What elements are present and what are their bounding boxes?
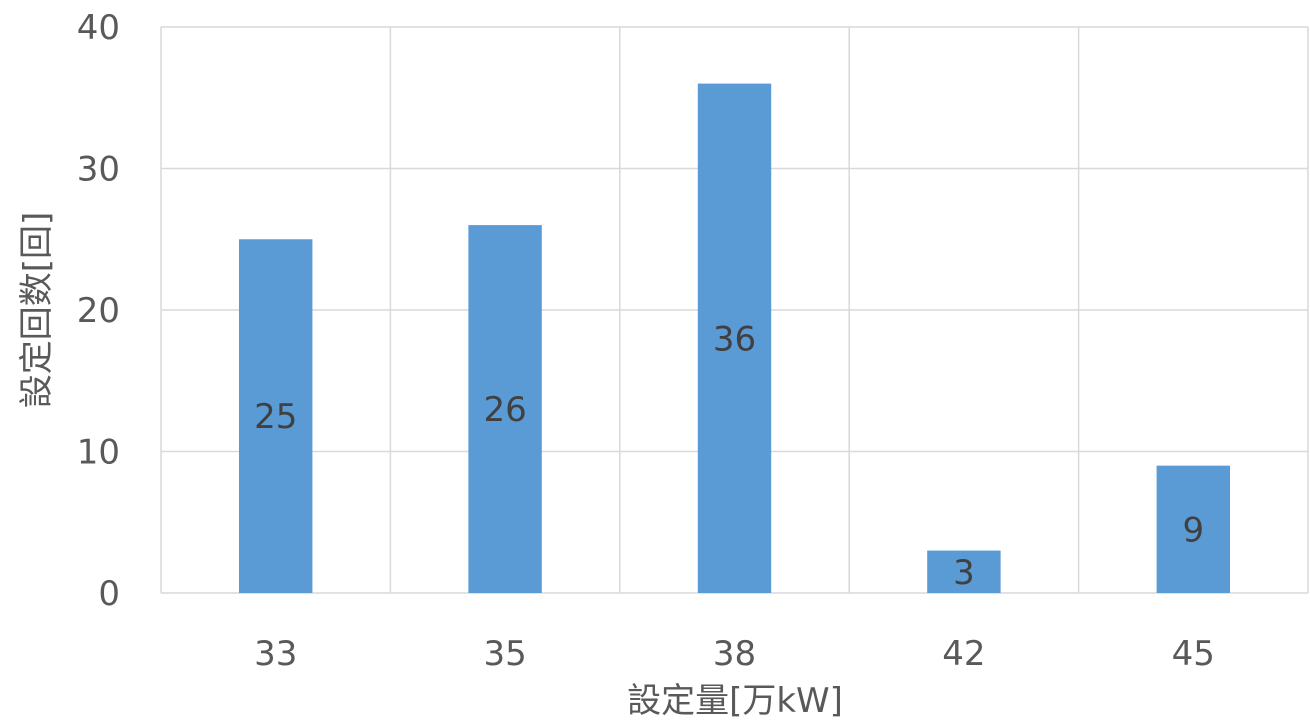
x-tick-label: 38 bbox=[713, 634, 756, 674]
data-label: 3 bbox=[953, 553, 975, 593]
y-axis-title: 設定回数[回] bbox=[17, 212, 57, 409]
y-tick-label: 30 bbox=[77, 150, 120, 190]
data-label: 26 bbox=[483, 390, 526, 430]
data-label: 25 bbox=[254, 397, 297, 437]
bar bbox=[697, 83, 772, 593]
data-labels: 25 26 36 3 9 bbox=[254, 319, 1204, 592]
y-tick-labels: 0 10 20 30 40 bbox=[77, 8, 120, 614]
x-tick-label: 42 bbox=[942, 634, 985, 674]
x-axis-title: 設定量[万kW] bbox=[627, 681, 843, 721]
x-tick-labels: 33 35 38 42 45 bbox=[254, 634, 1215, 674]
data-label: 36 bbox=[713, 319, 756, 359]
bars-layer bbox=[238, 83, 1231, 593]
x-tick-label: 35 bbox=[483, 634, 526, 674]
grid-layer bbox=[160, 26, 1309, 594]
y-tick-label: 0 bbox=[98, 574, 120, 614]
y-tick-label: 20 bbox=[77, 291, 120, 331]
bar bbox=[927, 550, 1001, 593]
x-tick-label: 33 bbox=[254, 634, 297, 674]
x-tick-label: 45 bbox=[1172, 634, 1215, 674]
y-tick-label: 40 bbox=[77, 8, 120, 48]
bar bbox=[468, 225, 542, 593]
bar bbox=[1156, 465, 1231, 593]
bar bbox=[238, 239, 313, 593]
data-label: 9 bbox=[1182, 510, 1204, 550]
y-tick-label: 10 bbox=[77, 433, 120, 473]
